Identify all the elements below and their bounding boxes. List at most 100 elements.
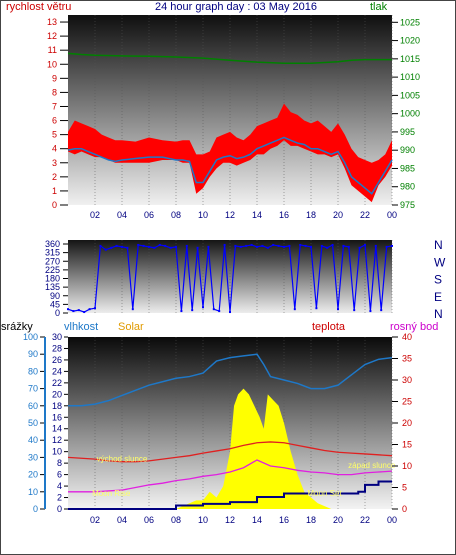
label-rosny-bod: rosný bod	[390, 321, 438, 333]
humidity-line	[68, 353, 393, 407]
wind-direction-point	[94, 307, 96, 310]
wind-direction-point	[164, 244, 167, 247]
wind-direction-point	[126, 246, 129, 249]
left-tick-label: 0	[55, 308, 60, 318]
wind-direction-point	[380, 309, 383, 312]
x-tick-label: 12	[225, 515, 235, 525]
pressure-line	[67, 52, 392, 64]
rain-tick-label: 20	[52, 389, 62, 399]
rain-tick-label: 26	[52, 355, 62, 365]
left-tick-label: 180	[45, 274, 60, 284]
x-tick-label: 10	[198, 515, 208, 525]
wind-direction-point	[148, 245, 150, 248]
x-tick-label: 22	[360, 515, 370, 525]
plot-background	[68, 15, 392, 205]
rain-tick-label: 12	[52, 435, 62, 445]
humidity-tick-label: 90	[28, 349, 38, 359]
annotation-label: Moon Rise	[92, 489, 131, 498]
humidity-tick-label: 0	[33, 504, 38, 514]
rain-tick-label: 24	[52, 366, 62, 376]
label-vlhkost: vlhkost	[64, 321, 98, 333]
left-tick-label: 315	[45, 248, 60, 258]
compass-label: N	[434, 307, 443, 321]
x-tick-label: 16	[279, 515, 289, 525]
wind-direction-point	[299, 243, 302, 246]
wind-direction-point	[288, 244, 291, 247]
left-tick-label: 5	[52, 130, 57, 140]
x-tick-label: 00	[387, 210, 397, 220]
wind-direction-point	[256, 245, 258, 248]
left-tick-label: 0	[52, 200, 57, 210]
wind-direction-point	[72, 310, 75, 313]
left-tick-label: 135	[45, 282, 60, 292]
x-tick-label: 18	[306, 515, 316, 525]
humidity-tick-label: 50	[28, 418, 38, 428]
wind-gust-band	[68, 103, 392, 203]
humidity-tick-label: 20	[28, 470, 38, 480]
wind-direction-point	[175, 245, 177, 248]
wind-direction-point	[131, 308, 134, 311]
rain-tick-label: 14	[52, 424, 62, 434]
wind-direction-point	[158, 243, 161, 246]
compass-label: E	[434, 290, 442, 304]
right-tick-label: 980	[400, 182, 415, 192]
temperature-tick-label: 25	[402, 397, 412, 407]
x-tick-label: 22	[360, 210, 370, 220]
left-tick-label: 4	[52, 144, 57, 154]
label-srazky: srážky	[1, 321, 33, 333]
label-teplota: teplota	[312, 321, 346, 333]
humidity-tick-label: 40	[28, 435, 38, 445]
wind-direction-point	[326, 246, 329, 249]
wind-direction-point	[153, 246, 156, 249]
right-axis-label: tlak	[370, 1, 388, 13]
x-tick-label: 02	[90, 210, 100, 220]
x-tick-label: 06	[144, 515, 154, 525]
right-tick-label: 990	[400, 145, 415, 155]
rain-tick-label: 6	[57, 470, 62, 480]
wind-direction-point	[272, 243, 275, 246]
wind-direction-point	[234, 244, 237, 247]
wind-direction-point	[196, 246, 199, 249]
right-tick-label: 1000	[400, 109, 420, 119]
wind-direction-point	[104, 248, 107, 251]
wind-direction-point	[374, 244, 377, 247]
right-tick-label: 1020	[400, 36, 420, 46]
left-tick-label: 225	[45, 265, 60, 275]
x-tick-label: 02	[90, 515, 100, 525]
rain-tick-label: 16	[52, 412, 62, 422]
humidity-tick-label: 30	[28, 452, 38, 462]
left-tick-label: 90	[50, 291, 60, 301]
wind-direction-point	[283, 245, 285, 248]
wind-direction-point	[191, 309, 194, 312]
wind-direction-point	[358, 246, 361, 249]
x-tick-label: 00	[387, 515, 397, 525]
compass-label: N	[434, 238, 443, 252]
wind-direction-point	[277, 244, 280, 247]
wind-direction-point	[169, 246, 172, 249]
wind-direction-point	[364, 243, 366, 246]
temperature-tick-label: 30	[402, 375, 412, 385]
wind-direction-point	[218, 310, 221, 313]
left-tick-label: 3	[52, 158, 57, 168]
rain-tick-label: 0	[57, 504, 62, 514]
wind-average-line	[67, 136, 393, 195]
x-tick-label: 06	[144, 210, 154, 220]
rain-tick-label: 30	[52, 332, 62, 342]
wind-direction-point	[342, 244, 345, 247]
temperature-tick-label: 5	[402, 483, 407, 493]
wind-direction-point	[67, 308, 69, 311]
wind-direction-point	[229, 311, 231, 314]
wind-direction-point	[347, 245, 350, 248]
wind-direction-point	[337, 308, 339, 311]
wind-direction-point	[137, 243, 140, 246]
wind-direction-point	[223, 243, 226, 246]
dew-point-line	[68, 459, 393, 493]
x-tick-label: 14	[252, 210, 262, 220]
left-tick-label: 1	[52, 186, 57, 196]
x-tick-label: 20	[333, 210, 343, 220]
left-tick-label: 6	[52, 116, 57, 126]
wind-direction-point	[369, 310, 372, 313]
wind-direction-point	[115, 244, 118, 247]
wind-direction-point	[88, 308, 91, 311]
